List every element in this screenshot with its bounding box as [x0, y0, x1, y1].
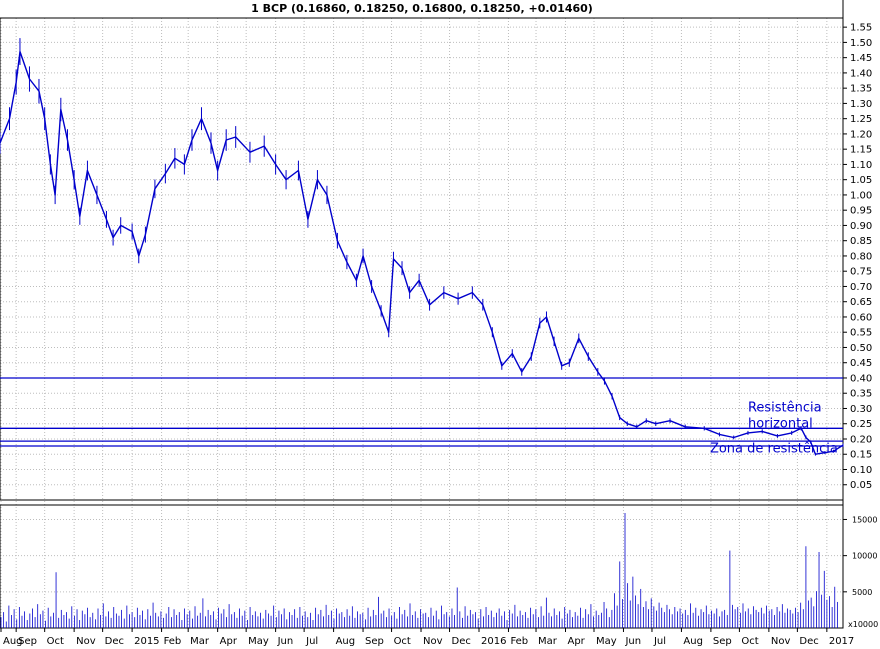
chart-frame [0, 0, 844, 629]
price-tick-label: 1.05 [850, 175, 872, 186]
resistance-lines [0, 377, 843, 447]
time-tick-label: 2016 [481, 636, 506, 647]
price-tick-label: 0.20 [850, 434, 872, 445]
time-tick-label: Sep [365, 636, 384, 647]
price-tick-label: 0.45 [850, 358, 872, 369]
time-tick-label: Nov [76, 636, 96, 647]
price-tick-label: 0.10 [850, 465, 872, 476]
price-tick-label: 0.65 [850, 297, 872, 308]
price-tick-label: 0.90 [850, 221, 872, 232]
price-tick-label: 0.15 [850, 450, 872, 461]
time-tick-label: 2015 [134, 636, 159, 647]
price-tick-label: 0.50 [850, 343, 872, 354]
time-tick-label: Jul [653, 636, 666, 647]
price-tick-label: 0.35 [850, 389, 872, 400]
volume-bars [0, 512, 838, 628]
time-tick-label: Aug [336, 636, 356, 647]
price-line [0, 50, 844, 455]
price-tick-label: 0.25 [850, 419, 872, 430]
price-tick-label: 0.40 [850, 373, 872, 384]
time-tick-label: Sep [18, 636, 37, 647]
time-tick-label: Apr [220, 636, 238, 647]
annotation-resistance-zone: Zona de resistência [710, 442, 838, 457]
chart-title: 1 BCP (0.16860, 0.18250, 0.16800, 0.1825… [251, 2, 593, 15]
volume-tick-label: 15000 [852, 515, 877, 524]
price-tick-label: 1.35 [850, 84, 872, 95]
price-tick-label: 0.70 [850, 282, 872, 293]
price-tick-label: 1.20 [850, 129, 872, 140]
price-tick-label: 1.50 [850, 38, 872, 49]
time-tick-label: Mar [538, 636, 558, 647]
volume-unit-label: x10000 [848, 620, 878, 629]
price-tick-label: 1.40 [850, 68, 872, 79]
time-tick-label: May [248, 636, 269, 647]
chart-grid [0, 18, 843, 628]
time-tick-label: Nov [771, 636, 791, 647]
price-tick-label: 1.45 [850, 53, 872, 64]
time-tick-label: Oct [741, 636, 758, 647]
price-tick-label: 0.80 [850, 251, 872, 262]
time-tick-label: 2017 [829, 636, 854, 647]
time-tick-label: Dec [452, 636, 471, 647]
time-tick-label: Nov [423, 636, 443, 647]
time-tick-label: May [596, 636, 617, 647]
time-tick-label: Jun [624, 636, 641, 647]
price-tick-label: 0.05 [850, 480, 872, 491]
time-tick-label: Jun [277, 636, 294, 647]
time-tick-label: Apr [567, 636, 585, 647]
price-tick-label: 0.30 [850, 404, 872, 415]
price-tick-label: 1.15 [850, 145, 872, 156]
price-tick-label: 1.55 [850, 23, 872, 34]
time-tick-label: Dec [799, 636, 818, 647]
time-tick-label: Mar [190, 636, 210, 647]
volume-tick-label: 10000 [852, 552, 877, 561]
price-tick-label: 1.10 [850, 160, 872, 171]
price-series [0, 38, 844, 456]
price-tick-label: 0.55 [850, 328, 872, 339]
time-tick-label: Feb [510, 636, 528, 647]
annotation-horizontal-resistance: horizontal [748, 417, 813, 432]
price-tick-label: 0.60 [850, 312, 872, 323]
time-tick-label: Dec [105, 636, 124, 647]
volume-tick-label: 5000 [852, 588, 872, 597]
price-tick-label: 0.75 [850, 267, 872, 278]
price-tick-label: 1.00 [850, 190, 872, 201]
time-tick-label: Sep [713, 636, 732, 647]
time-tick-label: Feb [164, 636, 182, 647]
time-tick-label: Oct [394, 636, 411, 647]
price-tick-label: 1.30 [850, 99, 872, 110]
price-tick-label: 1.25 [850, 114, 872, 125]
time-tick-label: Jul [305, 636, 318, 647]
time-tick-label: Aug [3, 636, 23, 647]
axes: 1.55 1.50 1.45 1.40 1.35 1.30 1.25 1.20 1.15 1.10… [0, 23, 878, 647]
price-tick-label: 0.95 [850, 206, 872, 217]
time-tick-label: Oct [47, 636, 64, 647]
annotation-horizontal-resistance: Resistência [748, 401, 822, 416]
price-tick-label: 0.85 [850, 236, 872, 247]
time-tick-label: Aug [683, 636, 703, 647]
